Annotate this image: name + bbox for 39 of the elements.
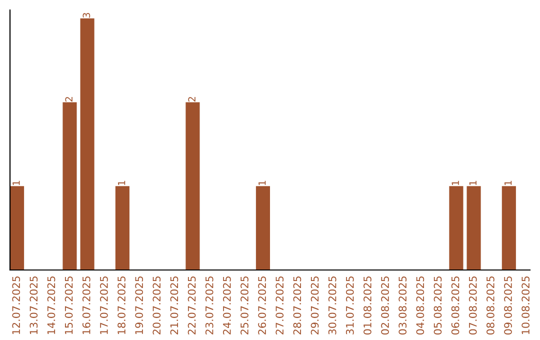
data-label: 1 — [469, 180, 476, 186]
x-tick-label: 09.08.2025 — [504, 276, 512, 335]
x-tick-label: 01.08.2025 — [364, 276, 372, 335]
x-tick-label: 31.07.2025 — [346, 276, 354, 334]
data-label: 1 — [118, 180, 126, 186]
data-label: 3 — [82, 12, 90, 18]
data-label: 1 — [452, 180, 459, 186]
x-tick-label: 23.07.2025 — [205, 276, 214, 334]
x-tick-label: 18.07.2025 — [118, 276, 126, 334]
x-tick-label: 02.08.2025 — [381, 276, 389, 335]
data-label: 2 — [188, 97, 196, 102]
x-tick-label: 20.07.2025 — [152, 276, 161, 334]
x-tick-label: 28.07.2025 — [293, 276, 302, 334]
x-tick-label: 05.08.2025 — [434, 276, 442, 335]
x-tick-label: 30.07.2025 — [328, 276, 336, 334]
x-tick-label: 21.07.2025 — [170, 276, 178, 334]
x-tick-label: 25.07.2025 — [240, 276, 248, 334]
x-tick-label: 19.07.2025 — [135, 276, 144, 334]
x-tick-label: 07.08.2025 — [468, 276, 477, 335]
data-label: 1 — [504, 180, 512, 186]
x-tick-label: 29.07.2025 — [310, 276, 319, 334]
x-tick-label: 06.08.2025 — [451, 276, 460, 335]
x-tick-label: 13.07.2025 — [30, 276, 38, 334]
x-tick-label: 26.07.2025 — [258, 276, 266, 334]
data-label: 1 — [258, 180, 266, 186]
data-label: 1 — [12, 180, 20, 186]
x-tick-label: 27.07.2025 — [276, 276, 284, 334]
x-tick-label: 03.08.2025 — [398, 276, 407, 335]
x-tick-label: 17.07.2025 — [100, 276, 108, 334]
x-tick-label: 08.08.2025 — [486, 276, 494, 335]
x-tick-label: 12.07.2025 — [12, 276, 20, 334]
x-tick-label: 14.07.2025 — [47, 276, 56, 334]
x-tick-label: 15.07.2025 — [64, 276, 73, 334]
x-tick-label: 24.07.2025 — [222, 276, 231, 334]
x-tick-label: 16.07.2025 — [82, 276, 90, 334]
x-tick-label: 10.08.2025 — [522, 276, 530, 334]
x-tick-label: 04.08.2025 — [416, 276, 424, 335]
data-label: 2 — [65, 97, 72, 102]
x-tick-label: 22.07.2025 — [188, 276, 196, 334]
